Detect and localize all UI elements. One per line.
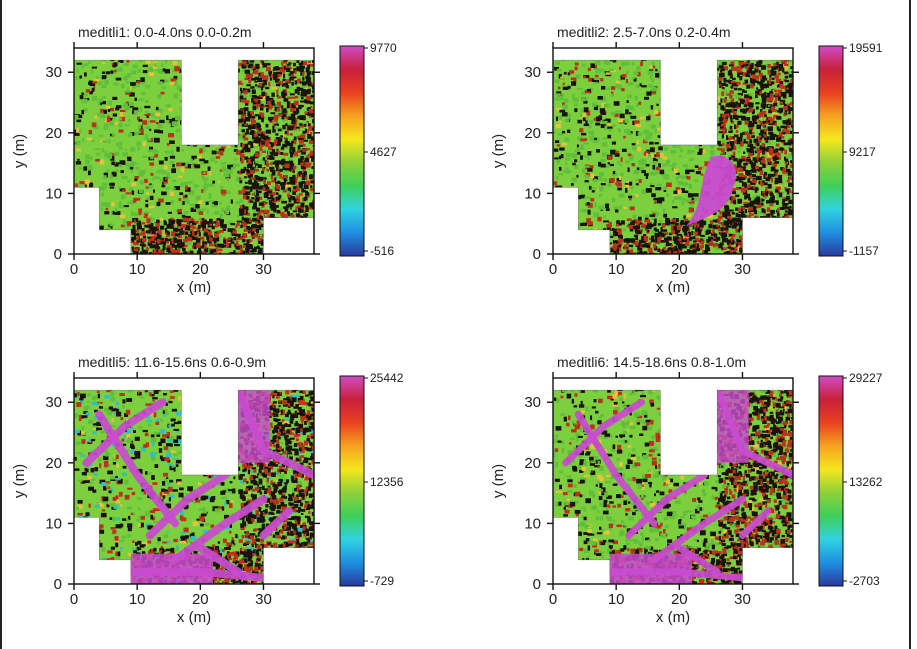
- colorbar-label: 29227: [849, 371, 883, 385]
- x-axis-label: x (m): [656, 609, 690, 626]
- plot-frame: [73, 47, 315, 255]
- y-tick-label: 20: [45, 125, 62, 142]
- x-tick-label: 20: [671, 591, 688, 608]
- y-tick-label: 10: [524, 185, 541, 202]
- panel-meditli2: 0 10 20 30 0 10 20 30 x (m) y (m) meditli2: 2.5-7.…: [490, 24, 883, 296]
- x-tick-label: 30: [734, 261, 751, 278]
- panel-title: meditli1: 0.0-4.0ns 0.0-0.2m: [78, 24, 252, 40]
- y-tick-label: 10: [524, 515, 541, 532]
- plot-frame: [552, 47, 794, 255]
- x-tick-label: 20: [671, 261, 688, 278]
- x-tick-label: 30: [255, 591, 272, 608]
- colorbar: [339, 45, 365, 257]
- y-tick-label: 20: [45, 455, 62, 472]
- x-tick-label: 10: [608, 591, 625, 608]
- colorbar-label: 13262: [849, 475, 883, 489]
- colorbar: [339, 375, 365, 587]
- y-axis-label: y (m): [11, 134, 28, 168]
- x-tick-label: 30: [734, 591, 751, 608]
- colorbar-label: 12356: [370, 475, 404, 489]
- colorbar-label: -1157: [849, 244, 879, 258]
- y-tick-label: 30: [45, 64, 62, 81]
- y-tick-label: 10: [45, 185, 62, 202]
- colorbar-label: -729: [370, 574, 394, 588]
- y-axis-label: y (m): [490, 134, 507, 168]
- x-axis-label: x (m): [656, 279, 690, 296]
- plot-frame: [73, 377, 315, 585]
- x-tick-label: 30: [255, 261, 272, 278]
- y-tick-label: 30: [45, 394, 62, 411]
- colorbar: [818, 375, 844, 587]
- colorbar: [818, 45, 844, 257]
- x-tick-label: 10: [129, 591, 146, 608]
- colorbar-label: 4627: [370, 145, 397, 159]
- y-tick-label: 0: [54, 576, 62, 593]
- plot-frame: [552, 377, 794, 585]
- x-tick-label: 20: [192, 261, 209, 278]
- y-tick-label: 20: [524, 455, 541, 472]
- x-tick-label: 20: [192, 591, 209, 608]
- x-axis-label: x (m): [177, 279, 211, 296]
- panel-title: meditli2: 2.5-7.0ns 0.2-0.4m: [557, 24, 731, 40]
- panel-title: meditli6: 14.5-18.6ns 0.8-1.0m: [557, 354, 746, 370]
- y-tick-label: 0: [54, 246, 62, 263]
- y-tick-label: 20: [524, 125, 541, 142]
- x-tick-label: 10: [129, 261, 146, 278]
- y-axis-label: y (m): [490, 464, 507, 498]
- x-tick-label: 0: [549, 591, 557, 608]
- colorbar-label: -516: [370, 244, 394, 258]
- x-axis-label: x (m): [177, 609, 211, 626]
- panel-title: meditli5: 11.6-15.6ns 0.6-0.9m: [78, 354, 266, 370]
- y-tick-label: 0: [533, 576, 541, 593]
- x-tick-label: 0: [70, 591, 78, 608]
- y-tick-label: 0: [533, 246, 541, 263]
- x-tick-label: 0: [70, 261, 78, 278]
- x-tick-label: 10: [608, 261, 625, 278]
- colorbar-label: 9770: [370, 41, 397, 55]
- radar-image-meditli2: [553, 60, 793, 254]
- colorbar-label: 9217: [849, 145, 876, 159]
- y-tick-label: 30: [524, 64, 541, 81]
- y-axis-label: y (m): [11, 464, 28, 498]
- colorbar-label: 19591: [849, 41, 883, 55]
- y-tick-label: 30: [524, 394, 541, 411]
- y-tick-label: 10: [45, 515, 62, 532]
- colorbar-label: 25442: [370, 371, 404, 385]
- colorbar-label: -2703: [849, 574, 880, 588]
- x-tick-label: 0: [549, 261, 557, 278]
